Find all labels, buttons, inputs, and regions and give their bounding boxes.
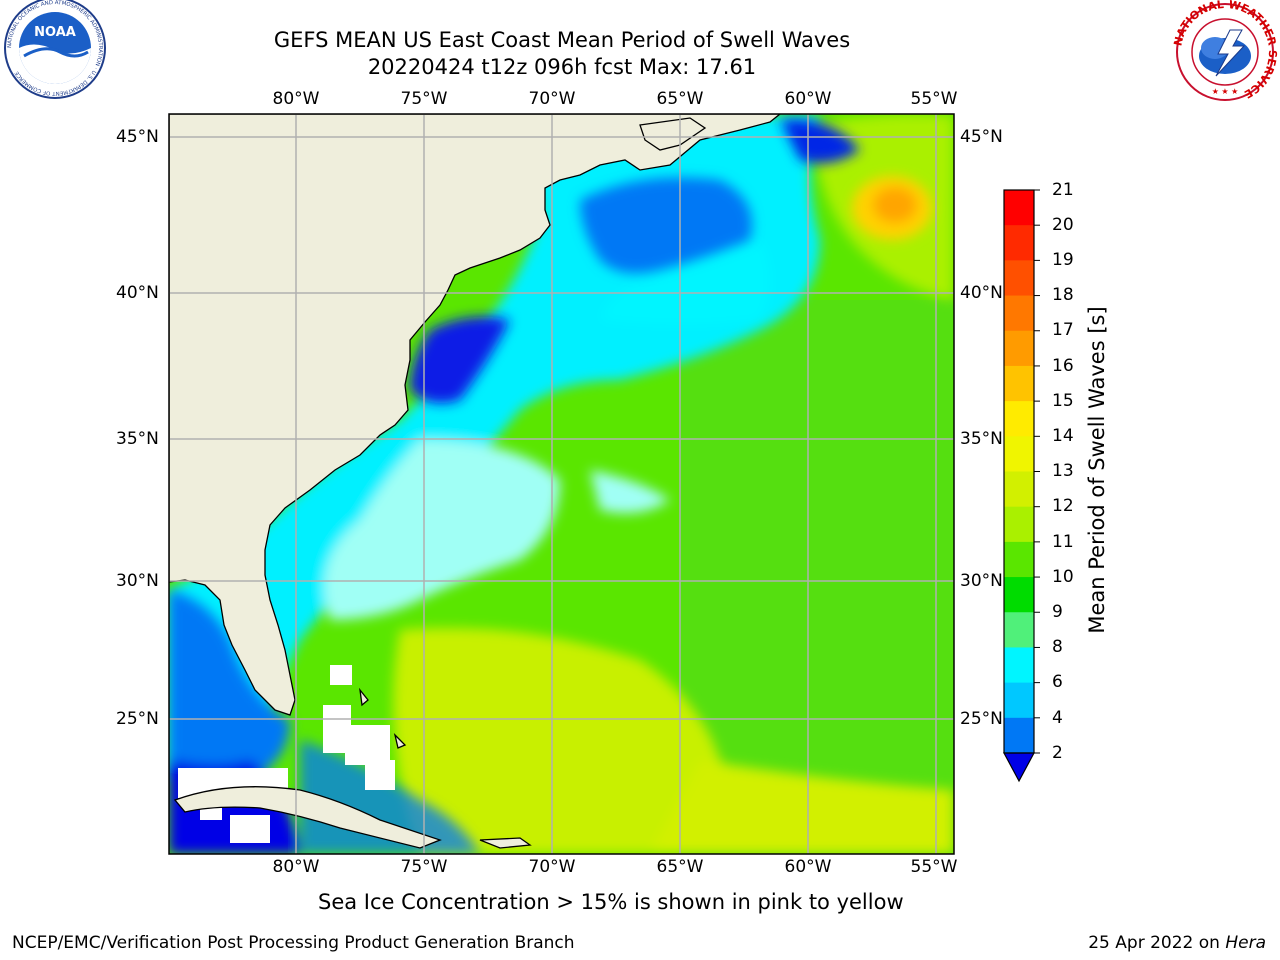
colorbar-swatch (1004, 330, 1034, 367)
colorbar-tick-label: 6 (1052, 672, 1063, 692)
colorbar-swatch (1004, 682, 1034, 719)
map-plot-area (169, 114, 954, 854)
lon-label-top: 80°W (272, 89, 320, 109)
colorbar-tick-label: 15 (1052, 391, 1074, 411)
colorbar-tick-label: 19 (1052, 250, 1074, 270)
colorbar-swatch (1004, 295, 1034, 332)
lon-label-bottom: 55°W (910, 857, 958, 877)
sea-ice-note: Sea Ice Concentration > 15% is shown in … (318, 890, 904, 914)
colorbar-swatch (1004, 401, 1034, 437)
lon-label-bottom: 65°W (656, 857, 704, 877)
footer-machine: Hera (1225, 933, 1266, 953)
map-title: GEFS MEAN US East Coast Mean Period of S… (273, 28, 851, 52)
lon-label-bottom: 70°W (528, 857, 576, 877)
lat-label-right: 25°N (960, 709, 1003, 729)
colorbar-tick-label: 14 (1052, 426, 1074, 446)
lat-label-right: 45°N (960, 127, 1003, 147)
noaa-logo: NOAA NATIONAL OCEANIC AND ATMOSPHERIC AD… (4, 0, 106, 99)
footer-credit: NCEP/EMC/Verification Post Processing Pr… (12, 933, 575, 953)
colorbar-tick-label: 4 (1052, 708, 1063, 728)
noaa-wordmark: NOAA (34, 25, 76, 40)
colorbar-swatch (1004, 190, 1034, 226)
colorbar-swatch (1004, 260, 1034, 297)
colorbar-tick-label: 11 (1052, 532, 1074, 552)
colorbar-extend-arrow (1002, 752, 1036, 783)
svg-text:★ ★ ★: ★ ★ ★ (1212, 87, 1239, 96)
colorbar-tick-label: 2 (1052, 743, 1063, 763)
footer-date-text: 25 Apr 2022 on (1088, 933, 1226, 953)
lon-label-top: 55°W (910, 89, 958, 109)
colorbar-tick-label: 20 (1052, 215, 1074, 235)
swell-period-6-9s (169, 115, 820, 780)
colorbar-swatch (1004, 471, 1034, 508)
lat-label-left: 40°N (116, 283, 159, 303)
colorbar-tick-label: 21 (1052, 180, 1074, 200)
colorbar-tick-label: 9 (1052, 602, 1063, 622)
map-frame (168, 113, 955, 855)
lat-label-left: 30°N (116, 571, 159, 591)
lat-label-right: 35°N (960, 429, 1003, 449)
lon-label-bottom: 80°W (272, 857, 320, 877)
land-mass (169, 114, 782, 849)
lat-label-left: 45°N (116, 127, 159, 147)
map-subtitle: 20220424 t12z 096h fcst Max: 17.61 (367, 55, 757, 79)
colorbar-tick-label: 18 (1052, 285, 1074, 305)
colorbar-swatch (1004, 647, 1034, 684)
colorbar-swatch (1004, 436, 1034, 472)
colorbar-swatch (1004, 577, 1034, 613)
lon-label-top: 60°W (784, 89, 832, 109)
colorbar-tick-label: 13 (1052, 461, 1074, 481)
colorbar-swatch (1004, 506, 1034, 543)
colorbar-tick-label: 10 (1052, 567, 1074, 587)
lon-label-bottom: 75°W (400, 857, 448, 877)
lat-label-left: 25°N (116, 709, 159, 729)
lon-label-bottom: 60°W (784, 857, 832, 877)
footer-date: 25 Apr 2022 on Hera (1088, 933, 1266, 953)
colorbar-tick-label: 12 (1052, 496, 1074, 516)
colorbar-title: Mean Period of Swell Waves [s] (1085, 306, 1109, 634)
colorbar-tick-label: 16 (1052, 356, 1074, 376)
lon-label-top: 70°W (528, 89, 576, 109)
colorbar-swatch (1004, 365, 1034, 402)
lon-label-top: 65°W (656, 89, 704, 109)
colorbar-swatch (1004, 612, 1034, 648)
lat-label-left: 35°N (116, 429, 159, 449)
swell-period-14-17s (852, 176, 932, 240)
lon-label-top: 75°W (400, 89, 448, 109)
lat-label-right: 40°N (960, 283, 1003, 303)
colorbar-swatch (1004, 225, 1034, 261)
colorbar-tick-label: 17 (1052, 320, 1074, 340)
colorbar (1002, 189, 1040, 783)
lat-label-right: 30°N (960, 571, 1003, 591)
colorbar-swatch (1004, 717, 1034, 754)
colorbar-tick-label: 8 (1052, 637, 1063, 657)
graticule (169, 114, 954, 854)
colorbar-swatch (1004, 541, 1034, 578)
nws-logo: NATIONAL WEATHER SERVICE ★ ★ ★ (1171, 0, 1279, 101)
